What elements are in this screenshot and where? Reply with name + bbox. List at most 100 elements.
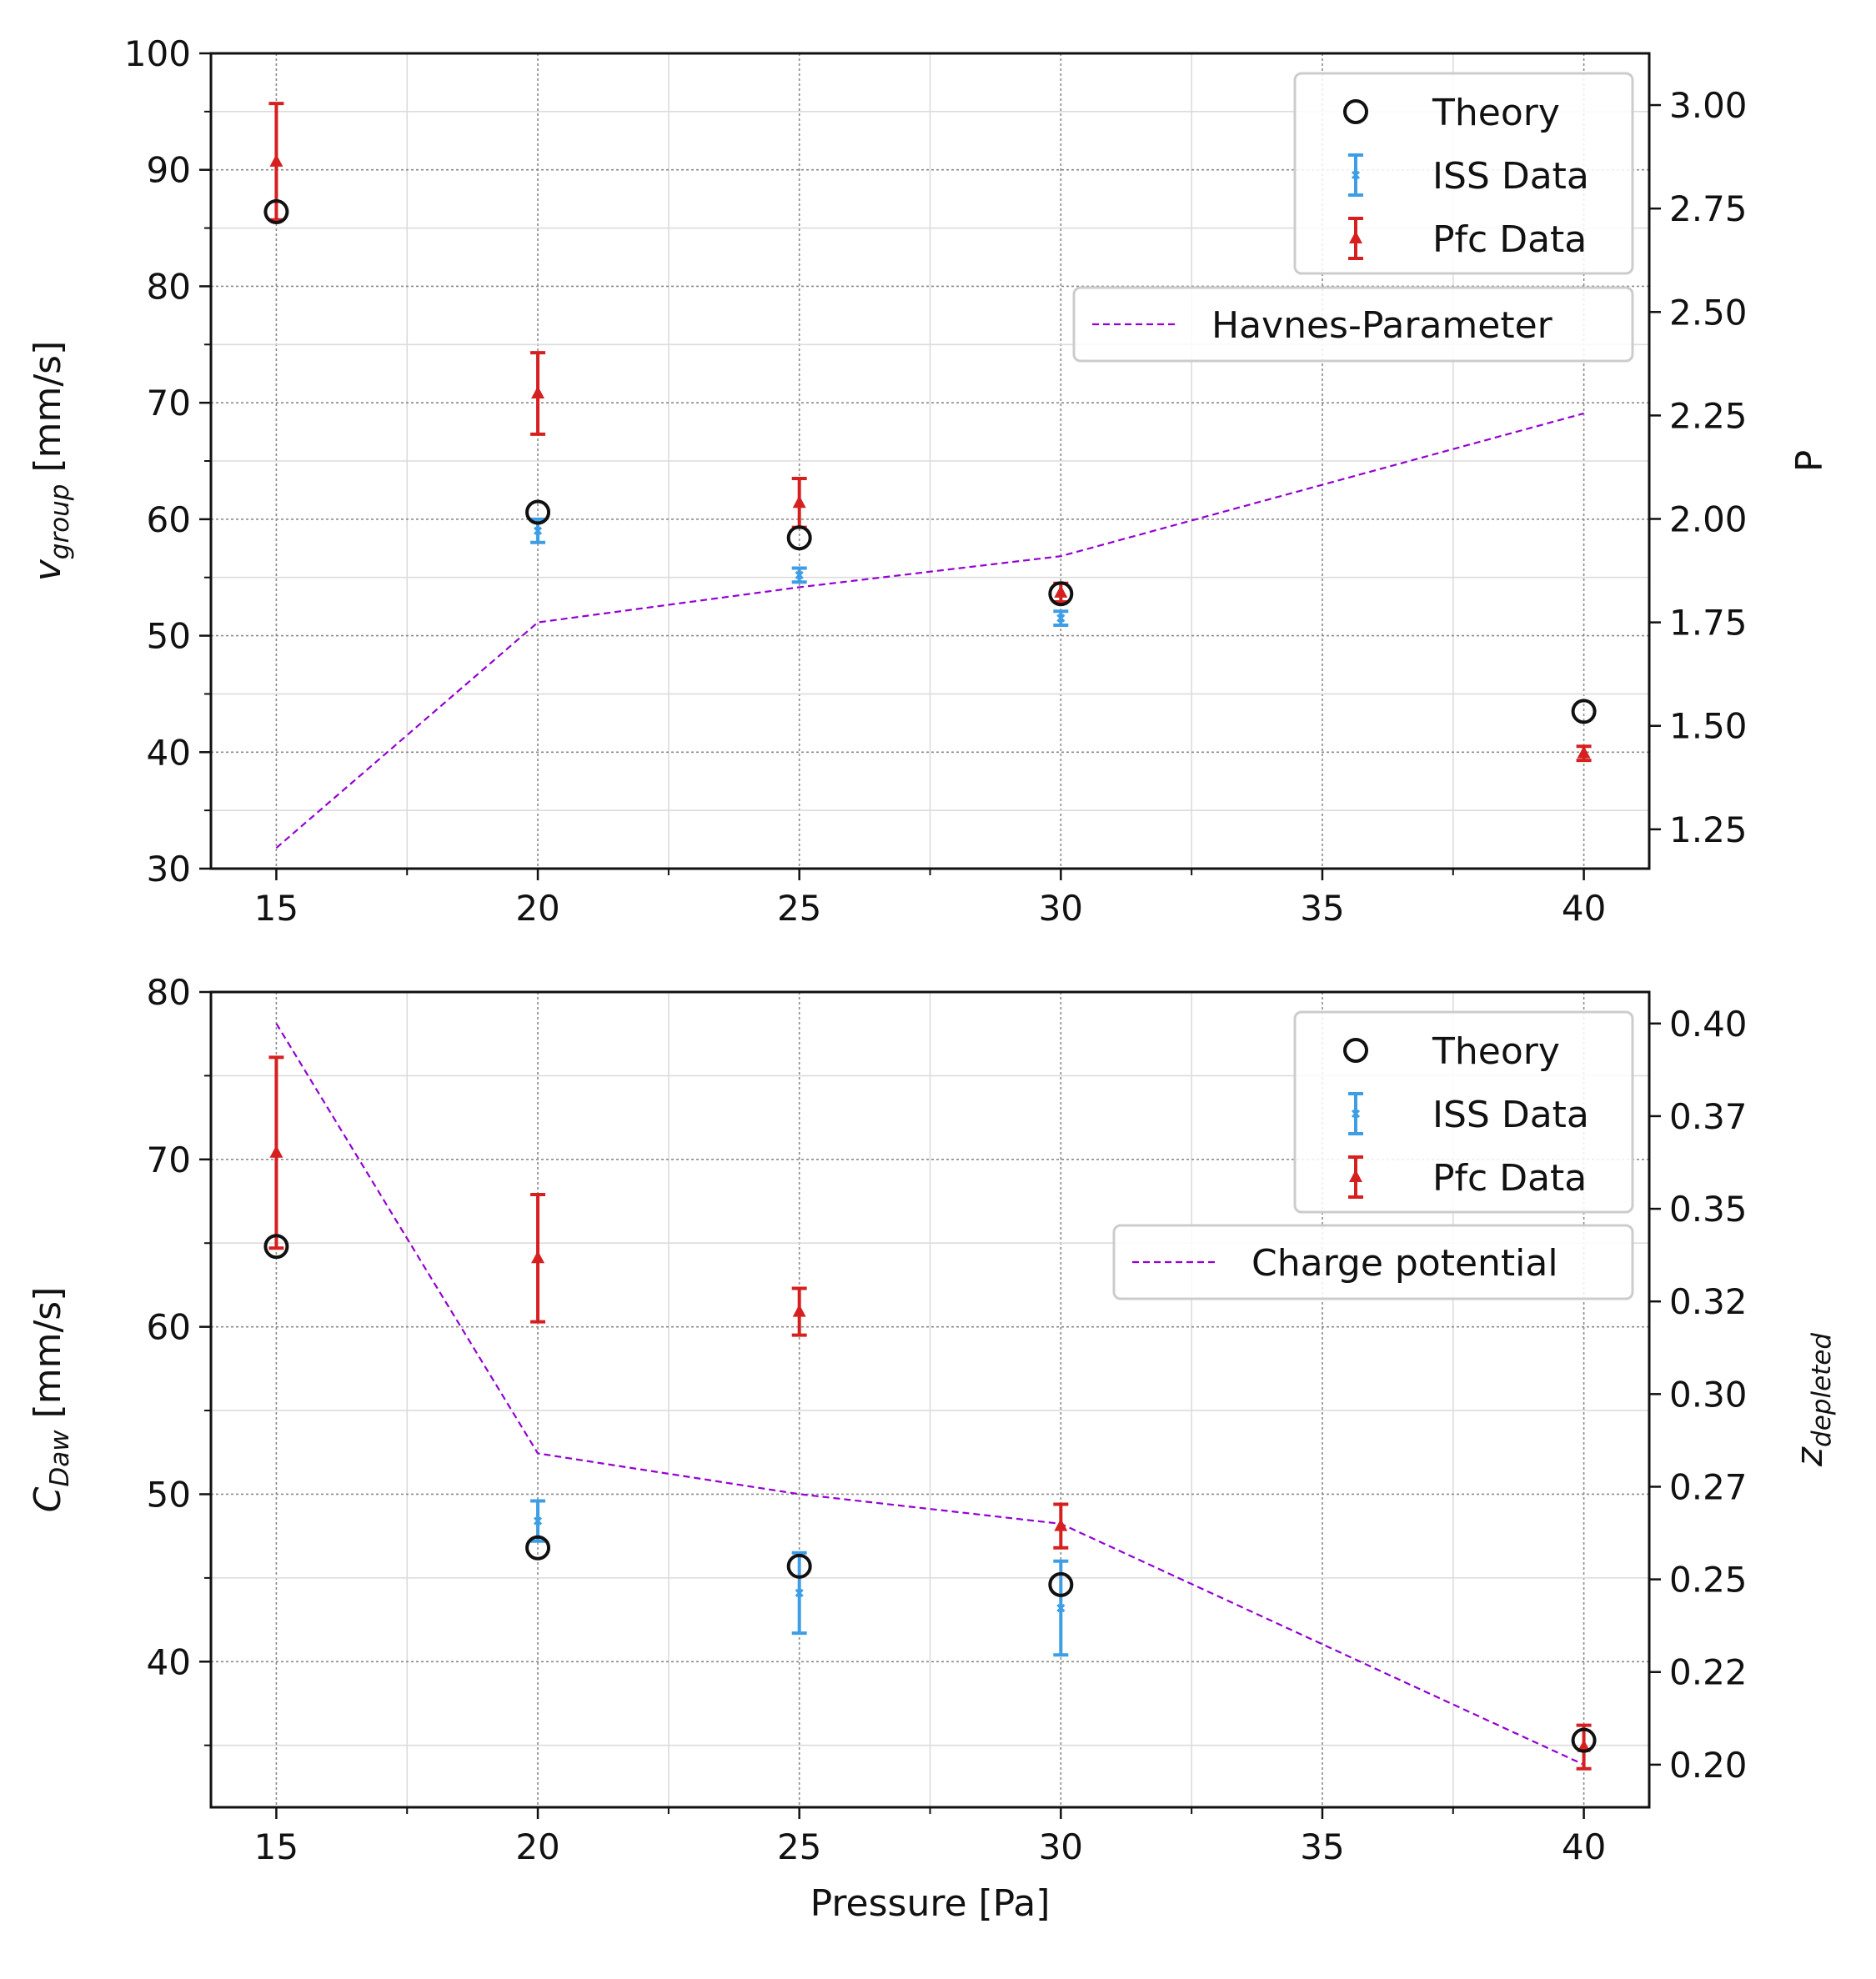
legend-line: Havnes-Parameter xyxy=(1072,286,1634,363)
y-axis-label-sub: Daw xyxy=(45,1430,75,1487)
pfc-marker xyxy=(792,495,806,509)
theory-point xyxy=(263,1234,289,1260)
x-tick-label: 35 xyxy=(1300,1826,1344,1867)
pfc-marker xyxy=(1577,1739,1591,1752)
y-axis-label-sub: group xyxy=(45,484,75,560)
legend-pfc-triangle xyxy=(1349,231,1362,243)
y-tick-label: 80 xyxy=(147,972,191,1013)
iss-data-point xyxy=(530,1499,546,1543)
legend-iss-label: ISS Data xyxy=(1432,1094,1589,1136)
pfc-data-point xyxy=(1576,1723,1592,1771)
x-tick-label: 25 xyxy=(777,888,821,929)
theory-point xyxy=(786,1553,812,1579)
pfc-data-point xyxy=(1053,1502,1069,1550)
legend-line-label: Charge potential xyxy=(1252,1242,1558,1285)
bottom-chart-panel: 15 20 25 30 35 40 40 50 60 70 80 0.20 0.22 0.25 0.27 0.… xyxy=(27,972,1837,1925)
legend-iss-marker xyxy=(1348,153,1363,197)
pfc-marker xyxy=(269,153,283,167)
theory-point xyxy=(1571,699,1597,724)
y2-tick-label: 0.40 xyxy=(1669,1004,1748,1045)
x-tick-label: 40 xyxy=(1562,888,1606,929)
theory-point xyxy=(786,525,812,551)
iss-data-point xyxy=(1053,609,1069,627)
y2-tick-label: 0.20 xyxy=(1669,1745,1748,1786)
iss-data-point xyxy=(1053,1559,1069,1657)
y2-tick-label: 0.27 xyxy=(1669,1466,1748,1507)
legend-theory-label: Theory xyxy=(1432,1030,1560,1073)
dashed-line-series xyxy=(275,412,1584,849)
y-tick-label: 90 xyxy=(147,150,191,191)
y-tick-label: 80 xyxy=(147,266,191,307)
legend-line-box xyxy=(1112,1224,1634,1300)
legend-markers: Theory ISS Data Pfc Data xyxy=(1293,72,1634,275)
pfc-data-point xyxy=(1576,744,1592,763)
legend-box xyxy=(1293,1010,1634,1214)
x-tick-label: 35 xyxy=(1300,888,1344,929)
y-axis-label: vgroup [mm/s] xyxy=(27,341,75,582)
iss-marker xyxy=(533,1516,543,1526)
y2-tick-label: 0.35 xyxy=(1669,1189,1748,1230)
iss-marker xyxy=(795,570,804,579)
pfc-data-point xyxy=(791,1286,807,1337)
y-axis-label-rest: [mm/s] xyxy=(27,341,69,484)
y2-axis-label-sub: depleted xyxy=(1807,1333,1837,1447)
y2-tick-label: 3.00 xyxy=(1669,85,1748,126)
pfc-marker xyxy=(531,1250,545,1264)
y2-tick-label: 0.25 xyxy=(1669,1560,1748,1601)
y-axis-label-rest: [mm/s] xyxy=(27,1287,69,1430)
legend-line-label: Havnes-Parameter xyxy=(1211,304,1553,347)
pfc-data-point xyxy=(530,1192,546,1324)
legend-pfc-marker xyxy=(1348,1155,1363,1199)
x-tick-label: 15 xyxy=(254,1826,298,1867)
pfc-marker xyxy=(531,385,545,398)
y-axis-label-main: C xyxy=(27,1486,69,1512)
legend-pfc-marker xyxy=(1348,217,1363,260)
pfc-data-point xyxy=(268,1055,284,1250)
legend-theory-marker xyxy=(1343,1038,1368,1063)
legend-pfc-triangle xyxy=(1349,1170,1362,1182)
pfc-marker xyxy=(1054,1518,1068,1531)
y-tick-label: 50 xyxy=(147,616,191,657)
x-axis-label: Pressure [Pa] xyxy=(810,1882,1051,1925)
iss-marker xyxy=(1056,1603,1066,1613)
legend-line-box xyxy=(1072,286,1634,363)
top-chart-panel: 15 20 25 30 35 40 30 40 50 60 70 80 90 100 1.25 1.50 1.7… xyxy=(27,33,1831,929)
pfc-data-point xyxy=(791,476,807,529)
x-tick-label: 30 xyxy=(1039,888,1083,929)
legend-iss-label: ISS Data xyxy=(1432,155,1589,198)
y2-axis-label: P xyxy=(1788,450,1831,473)
y-tick-label: 30 xyxy=(147,849,191,889)
y-axis-label-main: v xyxy=(27,559,69,581)
y-tick-label: 70 xyxy=(147,1140,191,1180)
legend-pfc-label: Pfc Data xyxy=(1432,218,1587,261)
y2-tick-label: 1.75 xyxy=(1669,603,1748,644)
x-tick-label: 20 xyxy=(515,1826,559,1867)
y2-tick-label: 2.00 xyxy=(1669,499,1748,540)
y2-tick-label: 0.30 xyxy=(1669,1374,1748,1415)
y-tick-label: 60 xyxy=(147,1307,191,1348)
x-tick-label: 20 xyxy=(515,888,559,929)
pfc-data-point xyxy=(530,351,546,436)
y2-tick-label: 2.75 xyxy=(1669,188,1748,229)
theory-point xyxy=(1048,581,1074,607)
pfc-marker xyxy=(792,1304,806,1317)
legend-pfc-label: Pfc Data xyxy=(1432,1157,1587,1200)
x-tick-label: 40 xyxy=(1562,1826,1606,1867)
x-tick-label: 25 xyxy=(777,1826,821,1867)
legend-line: Charge potential xyxy=(1112,1224,1634,1300)
pfc-marker xyxy=(269,1145,283,1158)
y2-tick-label: 1.25 xyxy=(1669,809,1748,850)
theory-point xyxy=(1048,1571,1074,1597)
y-tick-label: 100 xyxy=(124,33,191,74)
theory-point xyxy=(525,1535,551,1561)
legend-iss-x xyxy=(1351,1109,1361,1119)
y-axis-label: CDaw [mm/s] xyxy=(27,1287,75,1513)
theory-point xyxy=(525,499,551,525)
iss-marker xyxy=(795,1588,804,1598)
y-tick-label: 40 xyxy=(147,1641,191,1682)
iss-marker xyxy=(1056,614,1066,623)
legend-theory-label: Theory xyxy=(1432,92,1560,134)
y2-tick-label: 1.50 xyxy=(1669,706,1748,747)
pfc-marker xyxy=(1577,745,1591,759)
